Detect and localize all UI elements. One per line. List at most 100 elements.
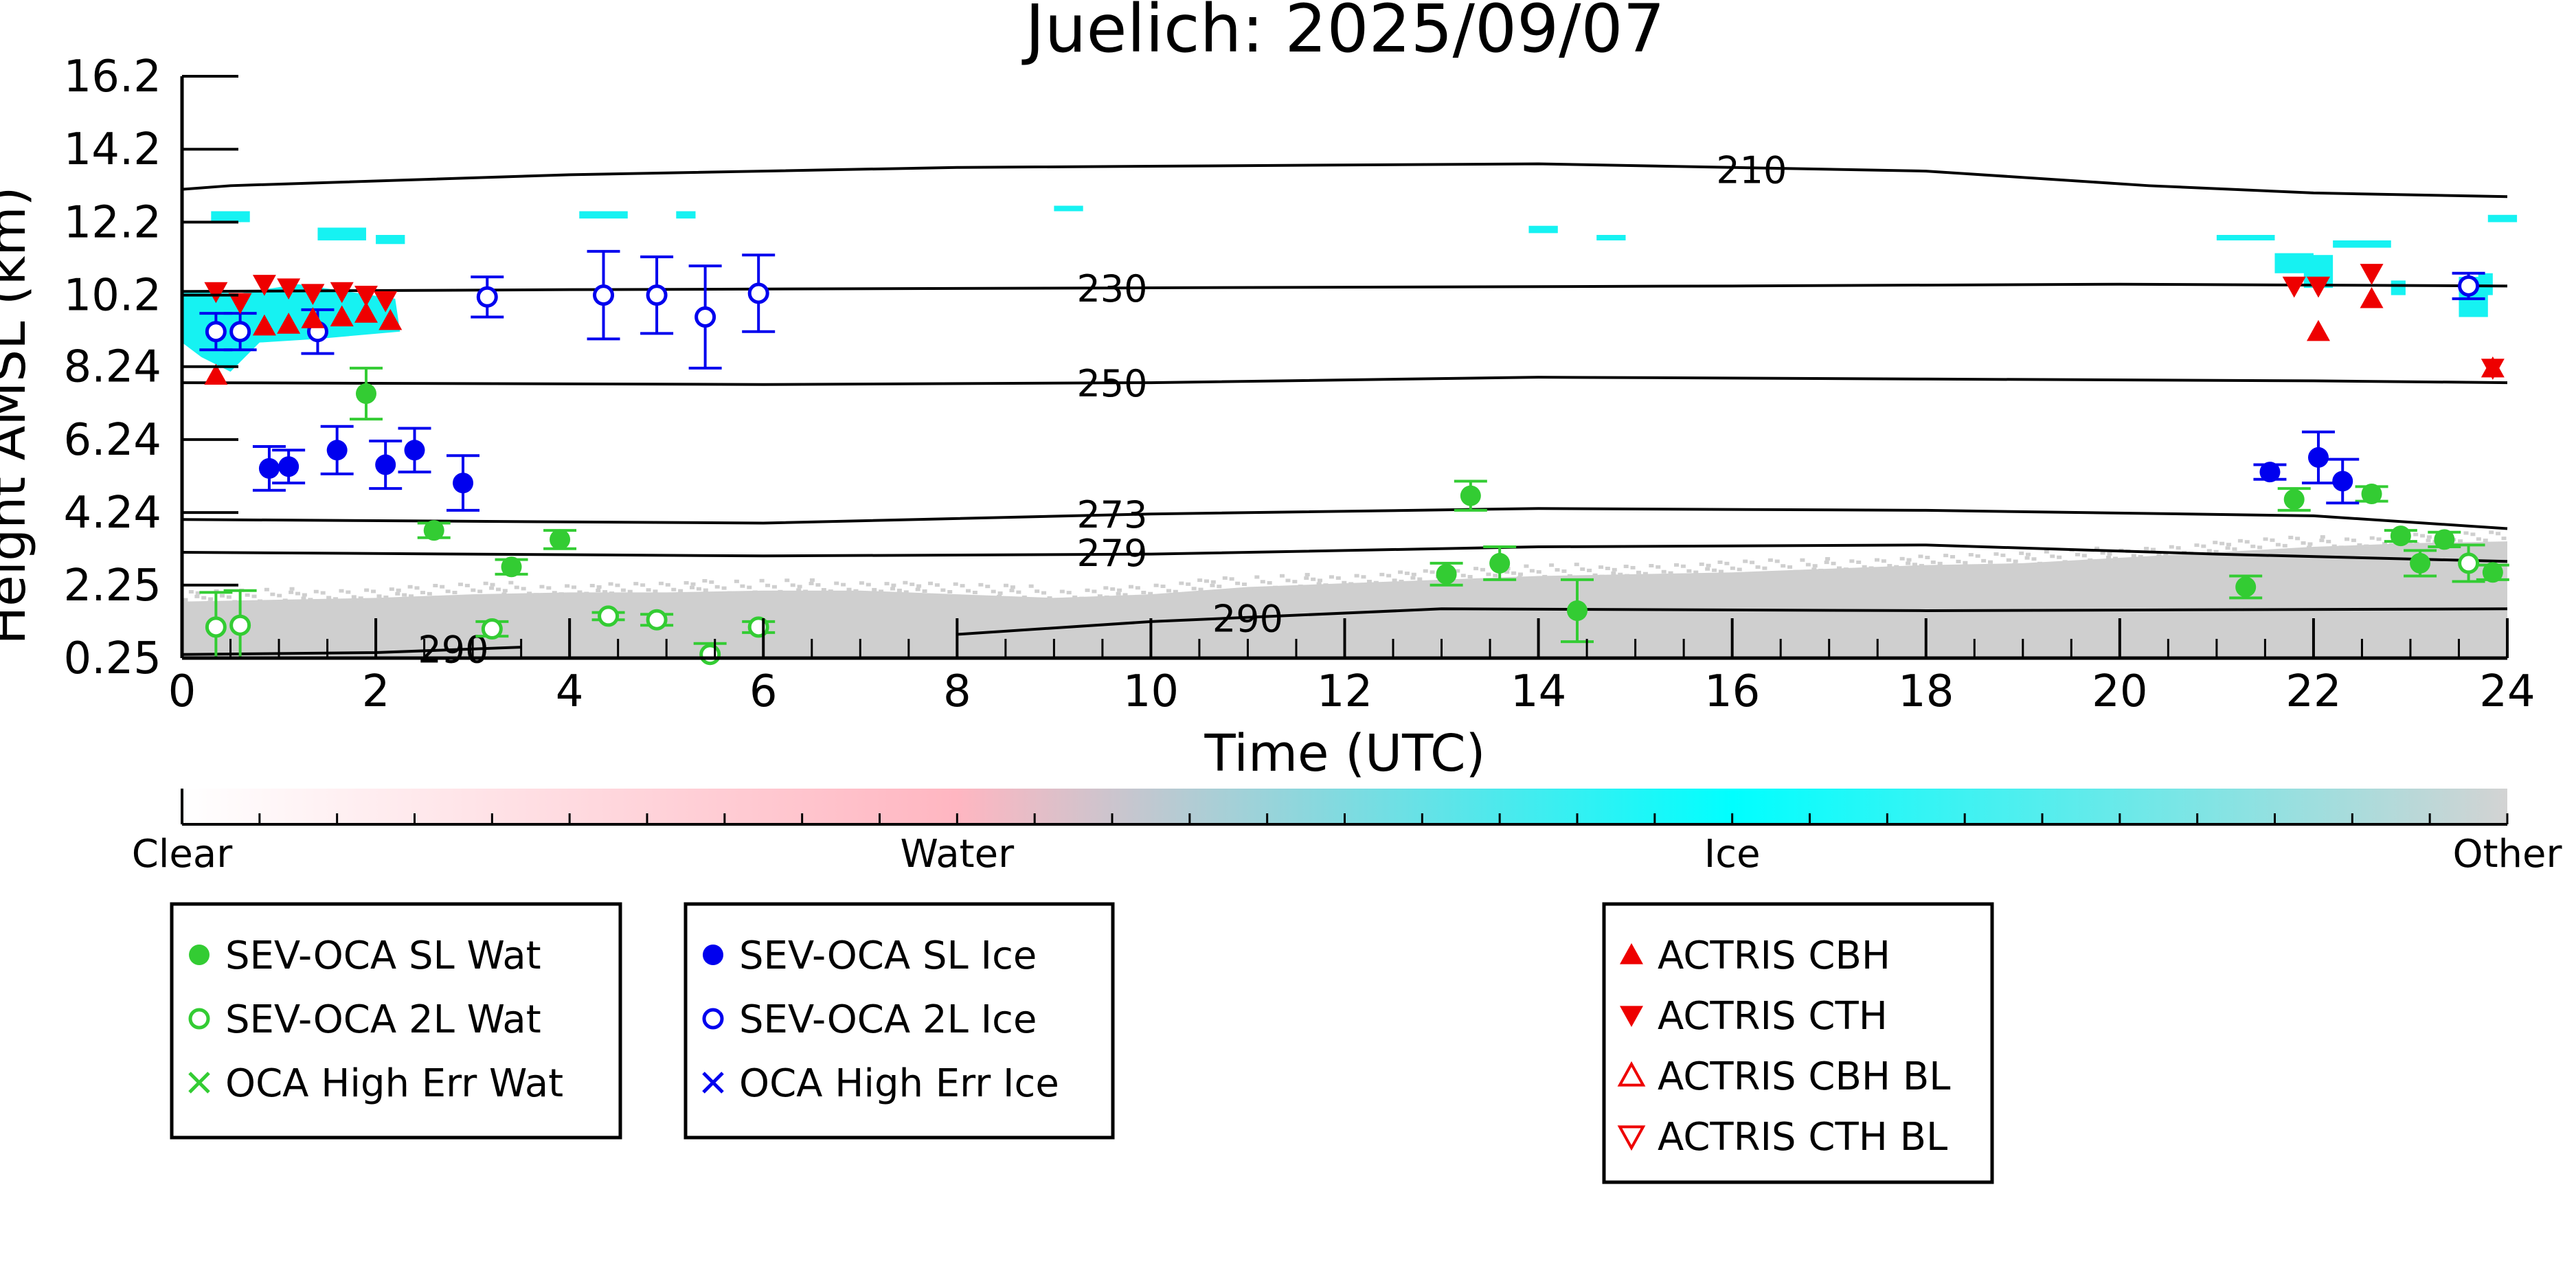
data-point (476, 286, 498, 308)
other-speck (1373, 580, 1379, 585)
other-speck (1366, 580, 1372, 584)
other-speck (790, 583, 795, 587)
other-speck (1361, 575, 1366, 579)
other-speck (2201, 544, 2206, 548)
other-speck (1612, 567, 1617, 572)
other-speck (183, 598, 188, 602)
other-speck (1009, 589, 1015, 593)
other-speck (866, 583, 871, 587)
other-speck (207, 600, 212, 605)
x-axis-label: Time (UTC) (1204, 724, 1485, 783)
y-tick-label: 16.2 (64, 52, 162, 102)
isotherm-label: 279 (1076, 532, 1147, 575)
other-speck (2107, 552, 2112, 556)
other-speck (2313, 547, 2318, 551)
ice-fragment (579, 211, 628, 219)
legend-marker (702, 1008, 724, 1030)
other-speck (759, 578, 765, 583)
other-speck (571, 585, 576, 589)
other-speck (1354, 574, 1359, 578)
other-speck (2057, 555, 2062, 559)
other-speck (915, 587, 920, 591)
other-speck (2307, 545, 2312, 550)
other-speck (1750, 561, 1755, 565)
ice-fragment (376, 235, 405, 245)
other-speck (1930, 560, 1936, 564)
other-speck (665, 583, 670, 587)
other-speck (1699, 562, 1704, 566)
data-point (593, 284, 615, 306)
other-speck (1693, 570, 1699, 574)
other-speck (1110, 587, 1116, 591)
other-speck (1906, 558, 1912, 562)
legend-label: SEV-OCA 2L Ice (739, 997, 1037, 1042)
other-speck (608, 582, 613, 586)
data-point (694, 306, 716, 328)
other-speck (245, 593, 250, 597)
other-speck (1618, 572, 1623, 576)
other-speck (1793, 569, 1798, 574)
other-speck (2250, 544, 2256, 548)
other-speck (1925, 556, 1930, 560)
data-point (2360, 264, 2384, 285)
other-speck (1674, 563, 1680, 567)
other-speck (721, 586, 727, 590)
other-speck (1843, 567, 1849, 572)
other-speck (2019, 551, 2024, 555)
isotherm-279 (181, 543, 2508, 563)
other-speck (527, 591, 532, 596)
other-speck (1818, 568, 1824, 572)
isotherm-290 (957, 607, 2508, 636)
other-speck (1623, 565, 1629, 569)
data-point (1436, 563, 1457, 585)
other-speck (1304, 576, 1309, 580)
other-speck (477, 589, 483, 594)
other-speck (188, 589, 194, 594)
other-speck (396, 588, 401, 592)
other-speck (1630, 565, 1636, 569)
ice-fragment (1596, 235, 1626, 240)
other-speck (1423, 569, 1428, 573)
data-point (330, 282, 354, 304)
other-speck (1555, 568, 1560, 572)
ice-fragment (2216, 235, 2275, 240)
other-speck (1047, 596, 1052, 600)
other-speck (2062, 560, 2068, 564)
data-point (646, 609, 668, 631)
other-speck (1041, 591, 1047, 595)
data-point (229, 321, 251, 343)
other-speck (2094, 546, 2100, 550)
other-speck (1135, 586, 1140, 590)
data-point (355, 383, 376, 404)
other-speck (815, 583, 821, 587)
x-stroke (188, 1072, 210, 1094)
other-speck (1404, 572, 1410, 576)
other-speck (2131, 554, 2136, 558)
other-speck (1542, 574, 1548, 578)
data-point (205, 616, 227, 638)
data-point (278, 456, 300, 477)
other-speck (427, 591, 432, 596)
other-speck (2426, 535, 2432, 539)
other-speck (395, 591, 400, 596)
other-speck (1661, 569, 1667, 574)
ice-fragment (1528, 225, 1558, 234)
other-speck (208, 597, 214, 601)
other-speck (1988, 560, 1993, 564)
data-point (2361, 484, 2382, 505)
other-speck (1417, 577, 1423, 581)
other-speck (1335, 576, 1341, 580)
other-speck (1580, 567, 1585, 572)
other-speck (264, 587, 269, 591)
other-speck (809, 578, 815, 582)
other-speck (565, 584, 570, 588)
other-speck (1975, 554, 1980, 558)
other-speck (1705, 567, 1710, 571)
other-speck (841, 583, 846, 587)
other-speck (1410, 576, 1416, 580)
other-speck (709, 580, 714, 584)
other-speck (2320, 535, 2325, 539)
other-speck (182, 601, 187, 605)
other-speck (1825, 557, 1831, 561)
data-point (2360, 286, 2384, 308)
